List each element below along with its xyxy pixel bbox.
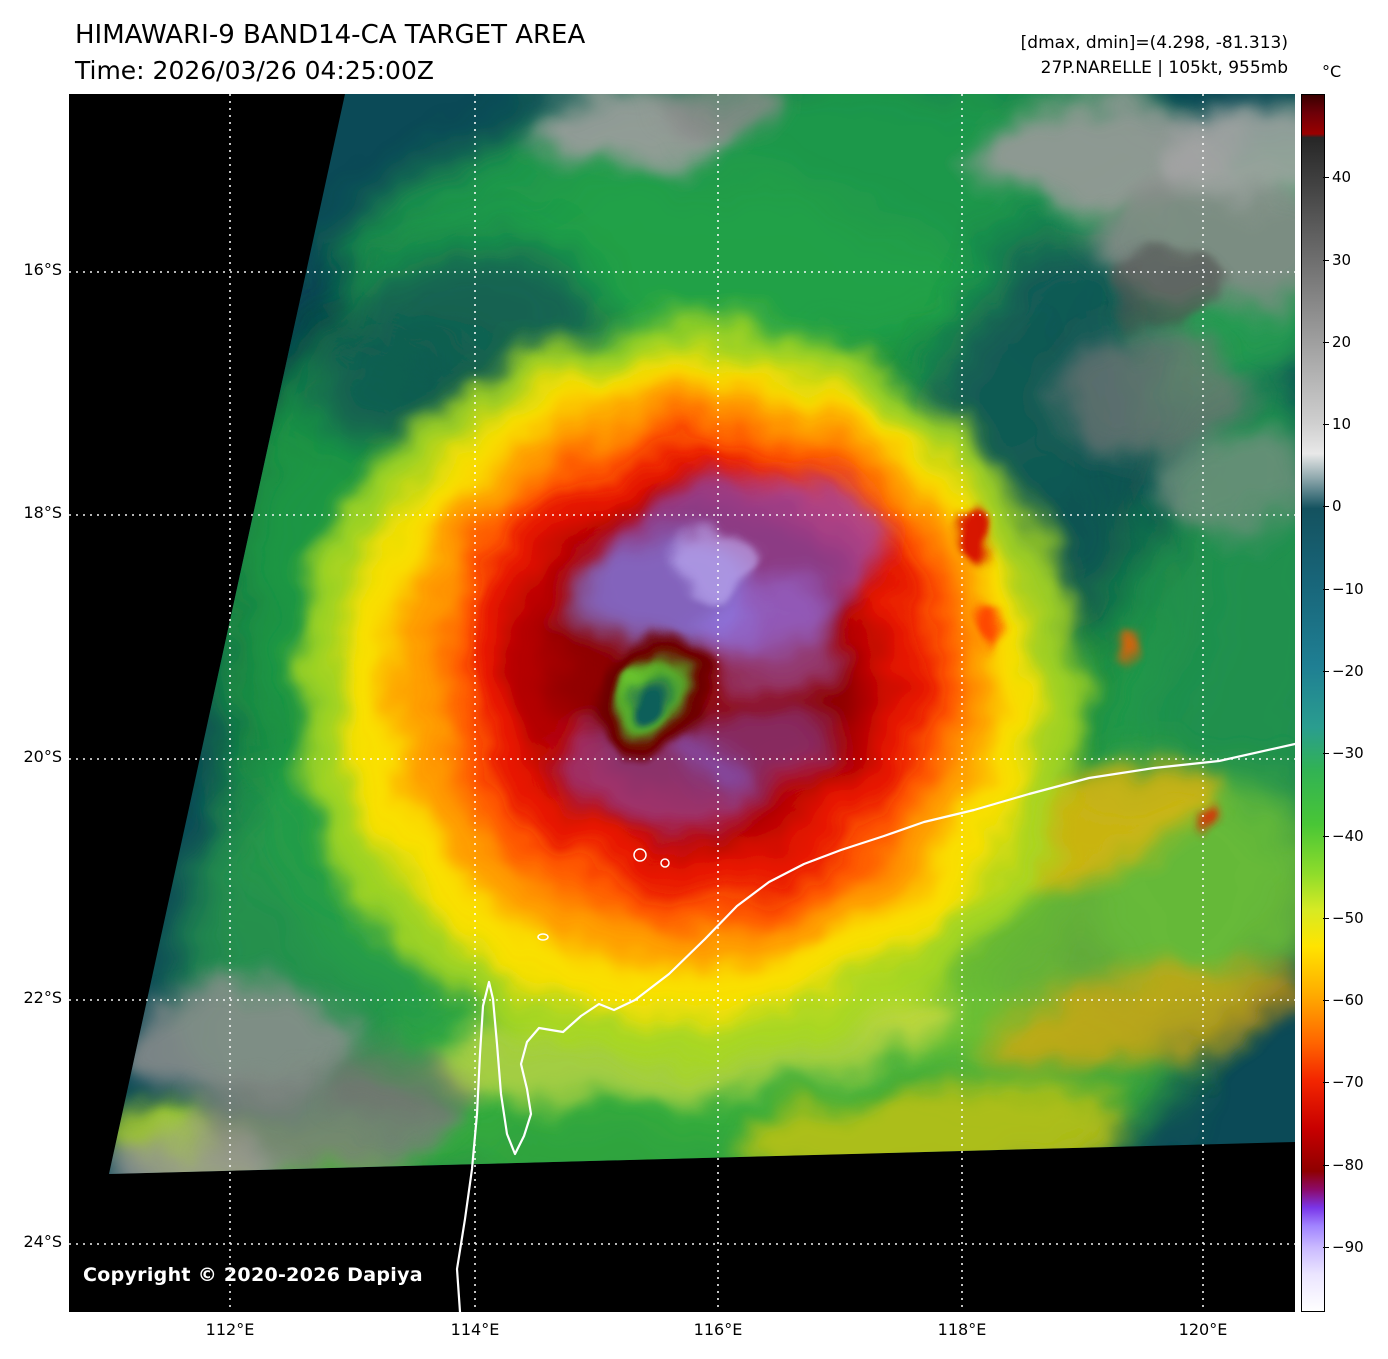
lon-tick-118e: 118°E [937,1320,987,1339]
colorbar-tick: −60 [1323,991,1364,1009]
colorbar-tick: −20 [1323,662,1364,680]
colorbar-tick: −50 [1323,909,1364,927]
colorbar-tick: −30 [1323,744,1364,762]
grid-lines [69,94,1295,1312]
island-outline [660,858,670,868]
colorbar-tick: −10 [1323,580,1364,598]
colorbar-tick: −80 [1323,1156,1364,1174]
island-outline [633,848,647,862]
colorbar-tick: 40 [1322,168,1352,186]
lon-tick-112e: 112°E [205,1320,255,1339]
lon-tick-116e: 116°E [693,1320,743,1339]
low-cloud-field [109,94,1295,1174]
timestamp-label: Time: 2026/03/26 04:25:00Z [75,56,434,85]
colorbar-tick: −70 [1323,1073,1364,1091]
temperature-colorbar: 40 30 20 10 0 −10 −20 −30 −40 −50 −60 −7… [1301,94,1364,1312]
lat-tick-20s: 20°S [23,747,62,766]
colorbar-tick: 0 [1323,497,1342,515]
lat-tick-22s: 22°S [23,988,62,1007]
storm-info-label: 27P.NARELLE | 105kt, 955mb [1040,58,1288,78]
colorbar-tick: 30 [1322,251,1352,269]
colorbar-tick: 10 [1322,415,1352,433]
cyclone-eye [593,644,717,756]
map-plot-area: Copyright © 2020-2026 Dapiya [69,94,1295,1312]
colorbar-tick: −90 [1323,1238,1364,1256]
colorbar-tick: 20 [1322,333,1352,351]
lat-tick-16s: 16°S [23,260,62,279]
dmax-dmin-label: [dmax, dmin]=(4.298, -81.313) [1020,33,1288,53]
colorbar-unit-label: °C [1322,62,1342,81]
lat-tick-24s: 24°S [23,1232,62,1251]
colorbar-tick: −40 [1323,827,1364,845]
page-title: HIMAWARI-9 BAND14-CA TARGET AREA [75,20,586,50]
copyright-label: Copyright © 2020-2026 Dapiya [83,1264,423,1286]
cyclone-clouds [109,94,1295,1174]
data-swath [109,94,1295,1174]
lat-tick-18s: 18°S [23,503,62,522]
colorbar-gradient [1302,95,1324,1311]
lon-tick-120e: 120°E [1178,1320,1228,1339]
satellite-image [69,94,1295,1312]
coastline [455,742,1295,1312]
lon-tick-114e: 114°E [450,1320,500,1339]
island-outline [537,933,549,941]
